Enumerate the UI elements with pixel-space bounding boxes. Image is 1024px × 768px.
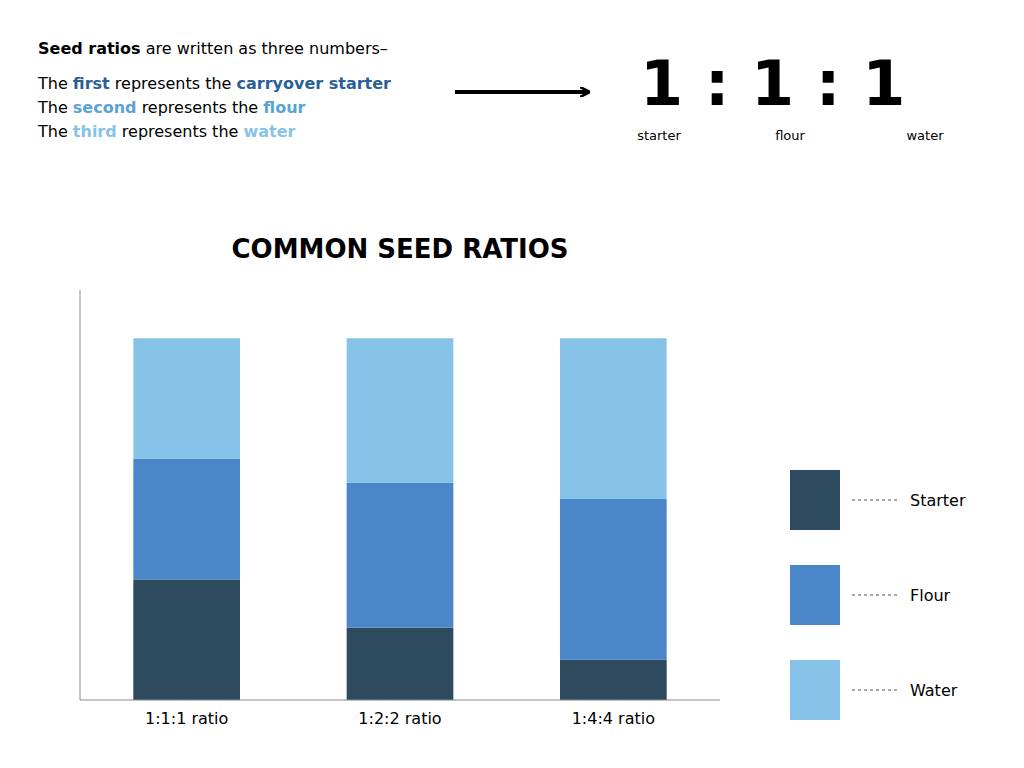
legend-swatch (790, 565, 840, 625)
annotation-text: The (37, 122, 73, 141)
annotation-text: third (73, 122, 117, 141)
bar-segment (347, 628, 454, 700)
ratio-text: 1 : 1 : 1 (640, 47, 905, 120)
legend-connector (852, 689, 900, 690)
annotation-line: The first represents the carryover start… (37, 74, 391, 93)
x-tick-label: 1:4:4 ratio (572, 709, 655, 728)
ratio-label: starter (637, 128, 681, 143)
bar-segment (560, 338, 667, 499)
bar-segment (133, 579, 240, 700)
chart: Seed ratios are written as three numbers… (0, 0, 1024, 768)
legend-swatch (790, 470, 840, 530)
legend-label: Starter (910, 491, 966, 510)
legend-connector (852, 499, 900, 500)
arrow (455, 90, 588, 94)
annotation-text: are written as three numbers– (141, 39, 388, 58)
annotation-text: The (37, 98, 73, 117)
legend-swatch (790, 660, 840, 720)
x-tick-label: 1:2:2 ratio (358, 709, 441, 728)
ratio-label: flour (775, 128, 805, 143)
annotation-text: second (73, 98, 137, 117)
annotation-text: first (73, 74, 110, 93)
bar-segment (347, 483, 454, 628)
legend-connector (852, 594, 900, 595)
annotation-text: Seed ratios (38, 39, 141, 58)
annotation-text: water (243, 122, 295, 141)
ratio-label: water (906, 128, 944, 143)
annotation-line: The second represents the flour (37, 98, 306, 117)
legend-label: Flour (910, 586, 951, 605)
legend-entry: Starter (790, 470, 966, 530)
annotation-text: represents the (137, 98, 264, 117)
y-axis-line (80, 290, 81, 700)
title: COMMON SEED RATIOS (231, 234, 568, 264)
annotation-text: carryover starter (237, 74, 392, 93)
bar-segment (133, 459, 240, 580)
legend-entry: Flour (790, 565, 951, 625)
annotation-text: flour (263, 98, 305, 117)
bar-segment (560, 660, 667, 700)
bar-segment (347, 338, 454, 483)
annotation-line: Seed ratios are written as three numbers… (38, 39, 388, 58)
annotation-line: The third represents the water (37, 122, 296, 141)
bars (133, 338, 666, 700)
legend-label: Water (910, 681, 958, 700)
annotation-text: The (37, 74, 73, 93)
x-axis-line (80, 700, 720, 701)
x-tick-label: 1:1:1 ratio (145, 709, 228, 728)
bar-segment (133, 338, 240, 459)
bar-segment (560, 499, 667, 660)
annotation-text: represents the (110, 74, 237, 93)
annotation-text: represents the (117, 122, 244, 141)
legend-entry: Water (790, 660, 958, 720)
